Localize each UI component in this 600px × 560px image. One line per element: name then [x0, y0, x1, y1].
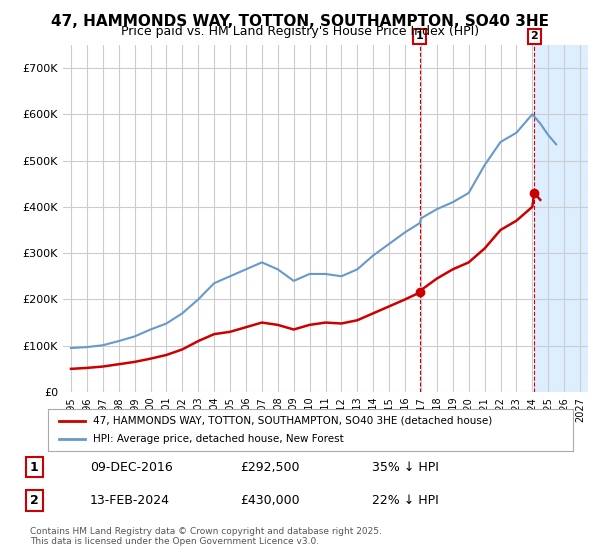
Text: Price paid vs. HM Land Registry's House Price Index (HPI): Price paid vs. HM Land Registry's House …: [121, 25, 479, 38]
Bar: [534, 45, 588, 392]
Text: 35% ↓ HPI: 35% ↓ HPI: [372, 460, 439, 474]
Text: Contains HM Land Registry data © Crown copyright and database right 2025.
This d: Contains HM Land Registry data © Crown c…: [30, 526, 382, 546]
Text: 47, HAMMONDS WAY, TOTTON, SOUTHAMPTON, SO40 3HE (detached house): 47, HAMMONDS WAY, TOTTON, SOUTHAMPTON, S…: [92, 416, 492, 426]
Text: 47, HAMMONDS WAY, TOTTON, SOUTHAMPTON, SO40 3HE: 47, HAMMONDS WAY, TOTTON, SOUTHAMPTON, S…: [51, 14, 549, 29]
Text: £292,500: £292,500: [240, 460, 299, 474]
Text: 13-FEB-2024: 13-FEB-2024: [90, 494, 170, 507]
Text: £430,000: £430,000: [240, 494, 299, 507]
Text: 09-DEC-2016: 09-DEC-2016: [90, 460, 173, 474]
Text: 22% ↓ HPI: 22% ↓ HPI: [372, 494, 439, 507]
Text: 2: 2: [30, 494, 39, 507]
Text: 1: 1: [416, 31, 424, 41]
Text: 2: 2: [530, 31, 538, 41]
Text: 1: 1: [30, 460, 39, 474]
Text: HPI: Average price, detached house, New Forest: HPI: Average price, detached house, New …: [92, 434, 343, 444]
